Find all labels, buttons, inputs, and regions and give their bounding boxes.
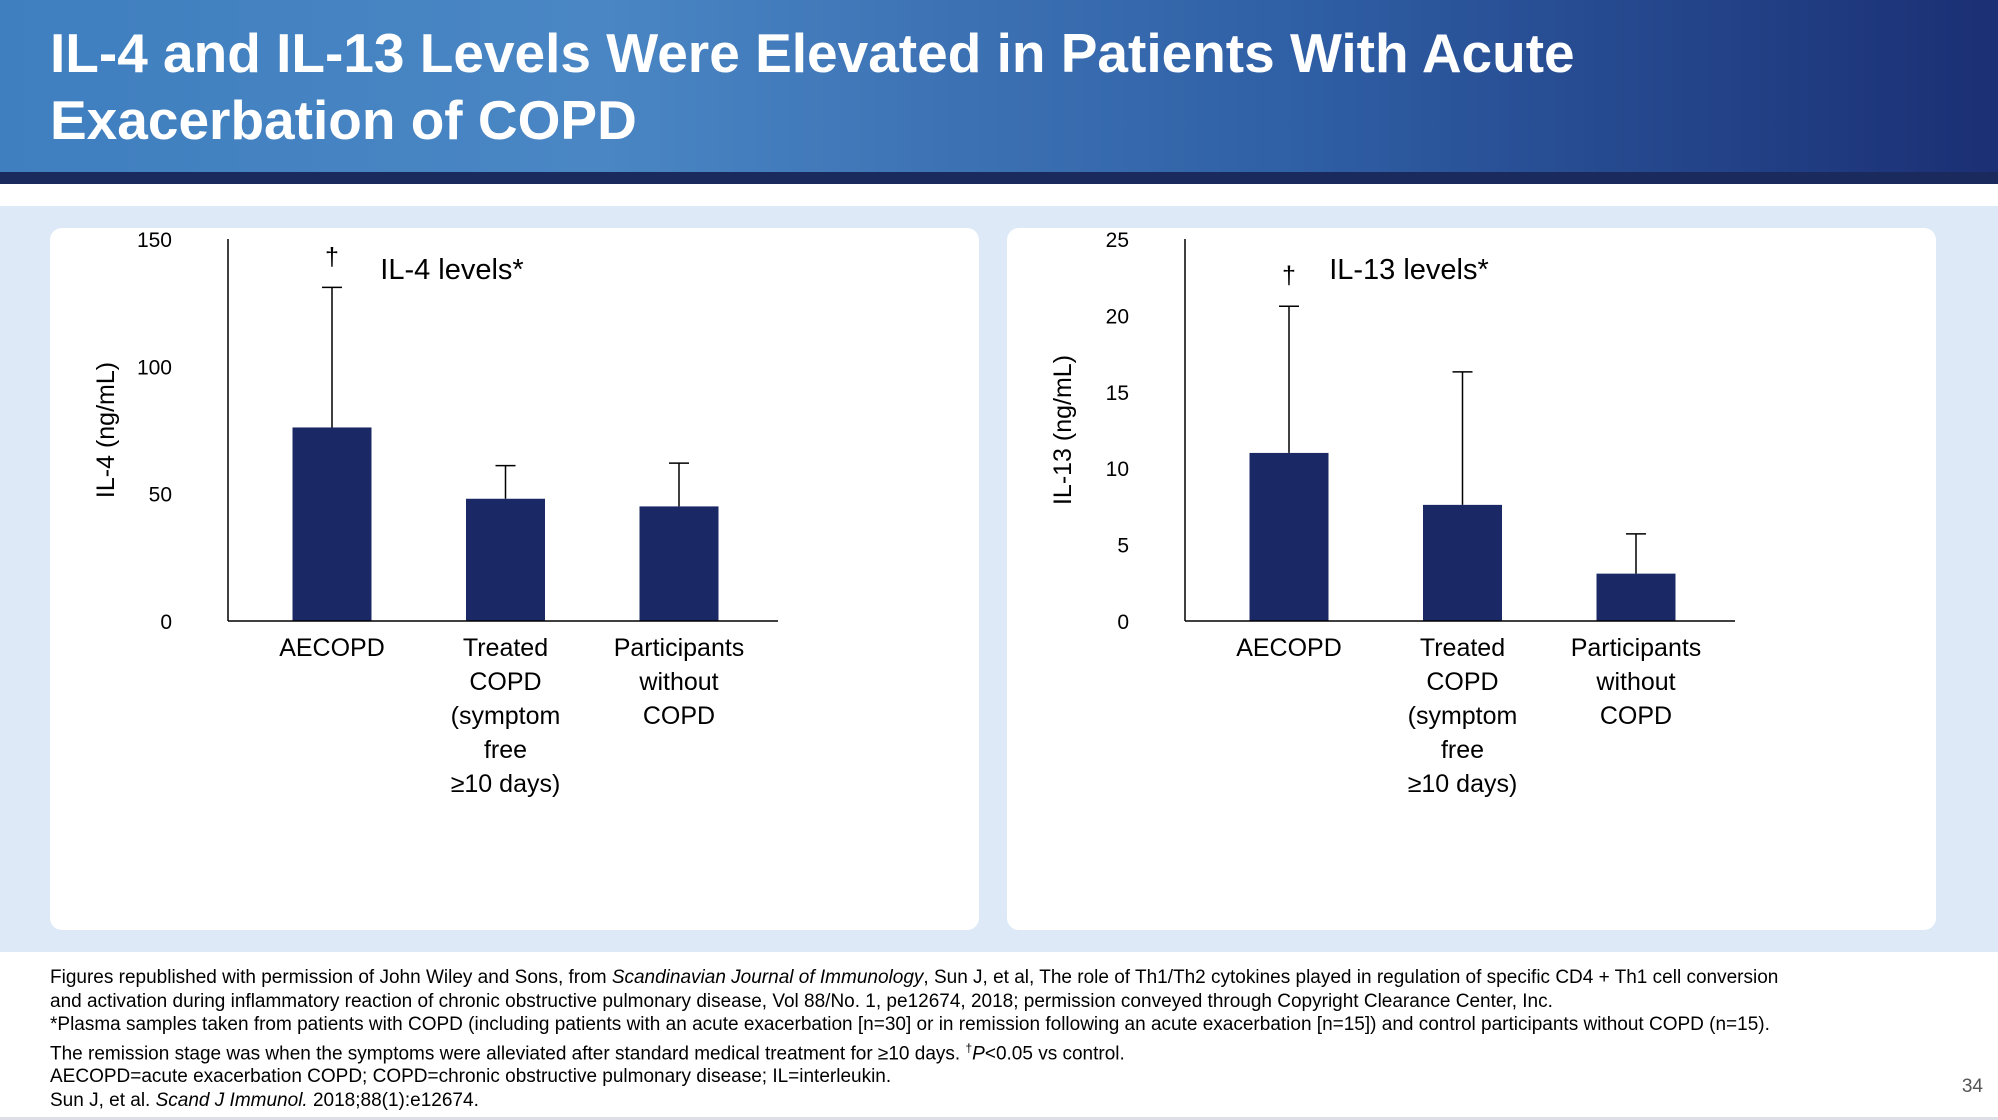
il4-y-tick-label: 100 [137, 356, 172, 379]
slide-title-line-2: Exacerbation of COPD [50, 89, 637, 151]
footnote-reference: Sun J, et al. Scand J Immunol. 2018;88(1… [50, 1089, 479, 1111]
page-number: 34 [1961, 1076, 1983, 1097]
slide-title-line-1: IL-4 and IL-13 Levels Were Elevated in P… [50, 22, 1575, 84]
il13-x-tick-label: Participants without COPD [1571, 634, 1702, 730]
il13-x-tick-label-line: COPD [1426, 668, 1498, 696]
il4-bar [466, 498, 545, 621]
il13-y-tick-label: 0 [1117, 611, 1129, 634]
il4-bar-chart: IL-4 levels* IL-4 (ng/mL) 0 50 100 150 AECOPD T… [92, 229, 778, 798]
il13-bar [1249, 452, 1329, 621]
il13-bar-chart: IL-13 levels* IL-13 (ng/mL) 0 5 10 15 20 25 AECO… [1049, 229, 1735, 798]
il4-bar [639, 506, 719, 621]
il13-bar [1423, 504, 1502, 621]
il4-chart-panel: IL-4 levels* IL-4 (ng/mL) 0 50 100 150 AECOPD T… [50, 228, 979, 930]
footnote-plasma-samples: *Plasma samples taken from patients with… [50, 1014, 1770, 1035]
il4-y-tick-label: 150 [137, 229, 172, 252]
il13-x-tick-label-line: Treated [1420, 634, 1505, 662]
il4-x-tick-label-line: AECOPD [279, 634, 385, 662]
footnote-abbreviations: AECOPD=acute exacerbation COPD; COPD=chr… [50, 1066, 892, 1088]
il13-x-tick-label: AECOPD [1236, 634, 1342, 662]
il13-y-tick-label: 5 [1117, 535, 1129, 558]
il4-x-tick-label-line: COPD [643, 702, 715, 730]
il4-x-tick-label-line: Treated [463, 634, 548, 662]
il4-x-tick-label-line: Participants [614, 634, 745, 662]
il13-x-tick-label-line: COPD [1600, 702, 1672, 730]
il4-bar [292, 427, 372, 621]
il13-y-tick-label: 25 [1106, 229, 1129, 252]
il13-x-tick-label-line: free [1441, 736, 1484, 764]
il13-x-tick-label-line: AECOPD [1236, 634, 1342, 662]
il4-x-tick-label: Participants without COPD [614, 634, 745, 730]
il4-y-axis-label: IL-4 (ng/mL) [92, 362, 120, 498]
title-underline-bar [0, 172, 1998, 184]
il13-x-tick-label-line: ≥10 days) [1408, 770, 1518, 798]
footnote-citation-line-1: Figures republished with permission of J… [50, 967, 1779, 988]
il4-chart-title: IL-4 levels* [380, 254, 523, 286]
il4-x-tick-label-line: without [638, 668, 718, 696]
il4-x-tick-label-line: COPD [469, 668, 541, 696]
il4-significance-dagger: † [325, 243, 339, 271]
il13-y-tick-label: 15 [1106, 382, 1129, 405]
il13-chart-panel: IL-13 levels* IL-13 (ng/mL) 0 5 10 15 20 25 AECO… [1007, 228, 1936, 930]
il13-x-tick-label-line: (symptom [1408, 702, 1518, 730]
title-banner: IL-4 and IL-13 Levels Were Elevated in P… [0, 0, 1998, 172]
slide-title: IL-4 and IL-13 Levels Were Elevated in P… [50, 20, 1850, 154]
il13-bar [1596, 573, 1676, 621]
bottom-rule [0, 1117, 1998, 1120]
il13-y-tick-label: 20 [1106, 305, 1129, 328]
il4-y-tick-label: 50 [149, 484, 172, 507]
il4-x-tick-label: AECOPD [279, 634, 385, 662]
il13-x-tick-label-line: Participants [1571, 634, 1702, 662]
il13-significance-dagger: † [1282, 262, 1296, 290]
il4-x-tick-label-line: ≥10 days) [451, 770, 561, 798]
il13-y-axis-label: IL-13 (ng/mL) [1049, 355, 1077, 505]
footnote-remission-stage: The remission stage was when the symptom… [50, 1040, 1125, 1064]
il4-x-tick-label-line: (symptom [451, 702, 561, 730]
il13-y-tick-label: 10 [1106, 458, 1129, 481]
footnote-citation-line-2: and activation during inflammatory react… [50, 990, 1553, 1012]
il4-x-tick-label-line: free [484, 736, 527, 764]
il13-x-tick-label: Treated COPD (symptom free ≥10 days) [1408, 634, 1518, 798]
footnotes: Figures republished with permission of J… [50, 966, 1950, 1112]
il13-x-tick-label-line: without [1595, 668, 1675, 696]
il4-x-tick-label: Treated COPD (symptom free ≥10 days) [451, 634, 561, 798]
il4-y-tick-label: 0 [160, 611, 172, 634]
il13-chart-title: IL-13 levels* [1329, 254, 1489, 286]
